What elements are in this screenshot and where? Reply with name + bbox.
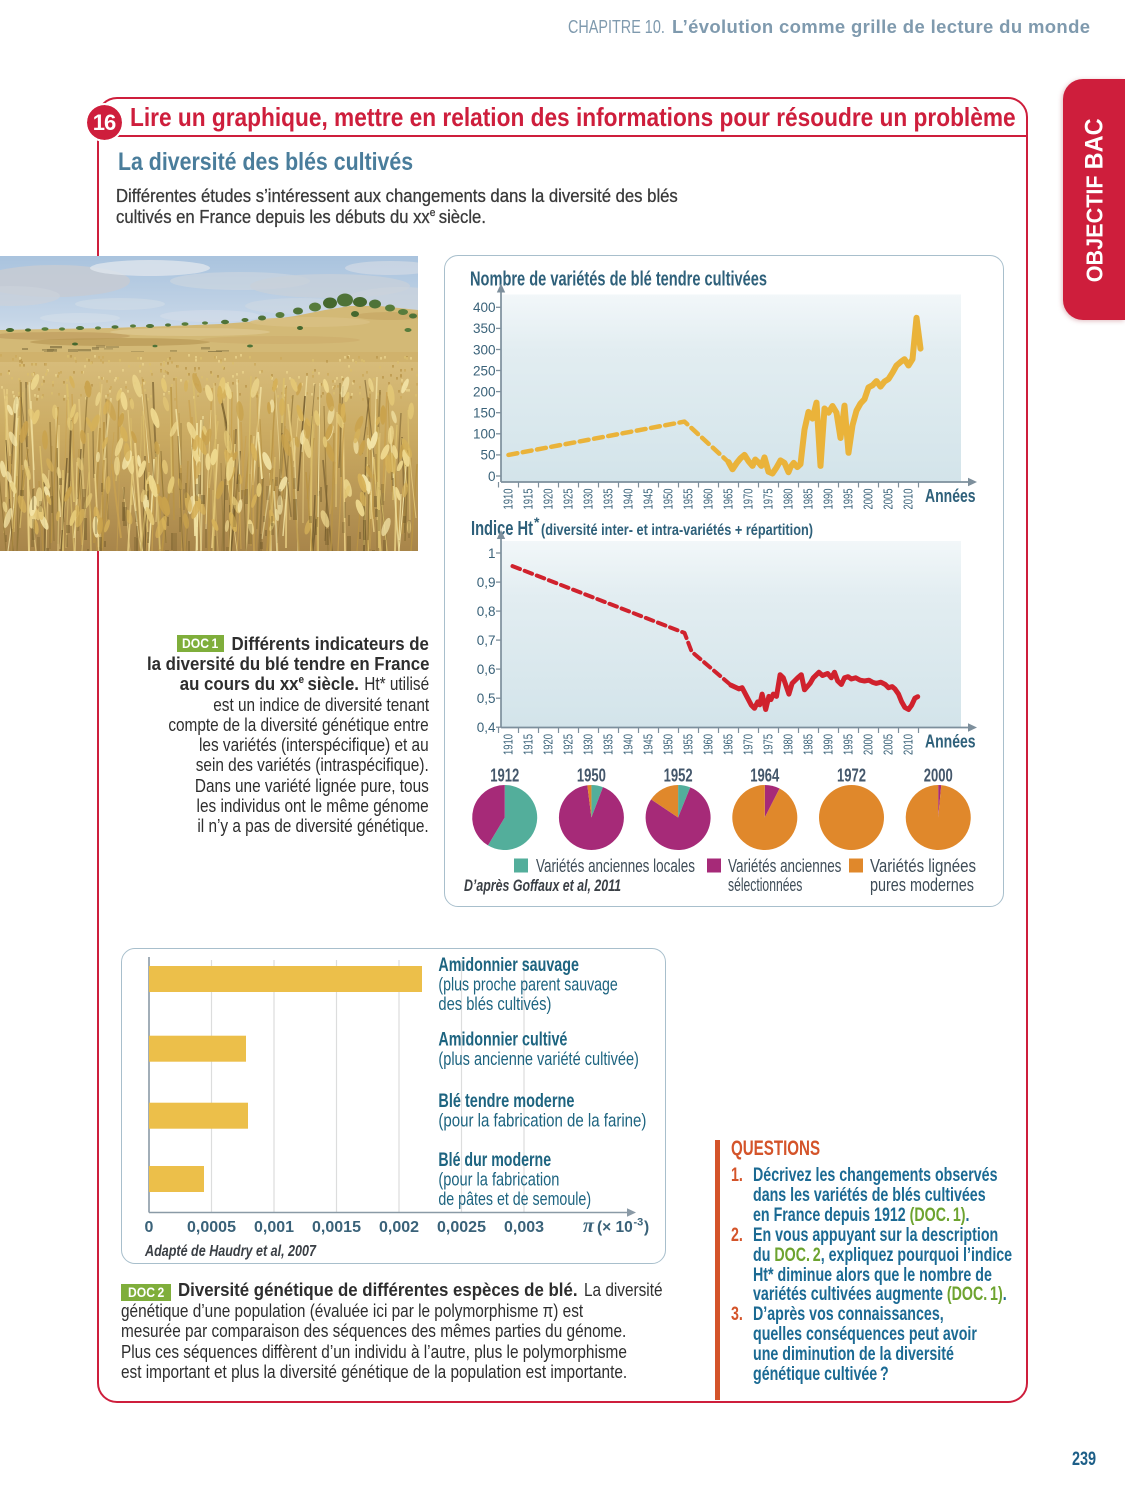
svg-text:1910: 1910: [501, 489, 516, 510]
svg-text:Amidonnier sauvage: Amidonnier sauvage: [438, 955, 579, 976]
svg-text:1950: 1950: [661, 489, 676, 510]
svg-text:2000: 2000: [861, 734, 876, 755]
svg-text:0,8: 0,8: [477, 604, 496, 619]
svg-text:300: 300: [473, 342, 496, 357]
svg-text:1950: 1950: [577, 766, 606, 786]
svg-text:1955: 1955: [681, 489, 696, 510]
svg-text:de pâtes et de semoule): de pâtes et de semoule): [438, 1188, 591, 1209]
svg-text:1950: 1950: [661, 734, 676, 755]
svg-text:1920: 1920: [541, 734, 556, 755]
svg-text:1990: 1990: [821, 734, 836, 755]
svg-text:100: 100: [473, 427, 496, 442]
svg-text:1965: 1965: [721, 734, 736, 755]
svg-text:pures modernes: pures modernes: [870, 874, 974, 895]
svg-text:Variétés anciennes: Variétés anciennes: [728, 855, 841, 876]
svg-text:1925: 1925: [561, 734, 576, 755]
svg-text:1975: 1975: [761, 734, 776, 755]
svg-text:1935: 1935: [601, 489, 616, 510]
svg-text:50: 50: [480, 448, 495, 463]
svg-text:2000: 2000: [861, 489, 876, 510]
svg-text:1945: 1945: [641, 734, 656, 755]
svg-text:0,0025: 0,0025: [437, 1219, 486, 1236]
svg-text:1925: 1925: [561, 489, 576, 510]
svg-text:Blé tendre moderne: Blé tendre moderne: [438, 1091, 574, 1112]
svg-text:0: 0: [145, 1219, 154, 1236]
svg-text:0,002: 0,002: [379, 1219, 419, 1236]
svg-text:0,7: 0,7: [477, 633, 496, 648]
svg-text:*: *: [534, 514, 540, 530]
svg-text:350: 350: [473, 321, 496, 336]
svg-text:1952: 1952: [664, 766, 693, 786]
svg-text:des blés cultivés): des blés cultivés): [438, 993, 551, 1014]
svg-text:1940: 1940: [621, 734, 636, 755]
svg-text:1960: 1960: [701, 734, 716, 755]
svg-text:1955: 1955: [681, 734, 696, 755]
svg-text:1980: 1980: [781, 489, 796, 510]
svg-text:200: 200: [473, 384, 496, 399]
svg-text:π: π: [583, 1215, 595, 1237]
svg-text:Adapté de Haudry et al, 2007: Adapté de Haudry et al, 2007: [144, 1243, 317, 1260]
svg-text:1995: 1995: [841, 734, 856, 755]
svg-text:2005: 2005: [881, 489, 896, 510]
svg-text:0,6: 0,6: [477, 662, 496, 677]
svg-text:(diversité inter- et intra-var: (diversité inter- et intra-variétés + ré…: [541, 522, 813, 539]
svg-text:1940: 1940: [621, 489, 636, 510]
svg-text:D’après Goffaux et al, 2011: D’après Goffaux et al, 2011: [464, 877, 621, 895]
svg-text:Variétés lignées: Variétés lignées: [870, 855, 976, 876]
svg-text:0,0015: 0,0015: [312, 1219, 361, 1236]
svg-text:2005: 2005: [881, 734, 896, 755]
svg-text:(plus proche parent sauvage: (plus proche parent sauvage: [438, 974, 617, 995]
svg-text:0,9: 0,9: [477, 575, 496, 590]
svg-text:0,4: 0,4: [477, 720, 496, 735]
svg-text:1930: 1930: [581, 734, 596, 755]
svg-text:1972: 1972: [837, 766, 866, 786]
svg-text:400: 400: [473, 300, 496, 315]
svg-text:0: 0: [488, 469, 496, 484]
svg-text:0,003: 0,003: [504, 1219, 544, 1236]
svg-text:0,0005: 0,0005: [187, 1219, 236, 1236]
svg-text:Variétés anciennes locales: Variétés anciennes locales: [536, 855, 695, 876]
svg-text:1912: 1912: [490, 766, 519, 786]
svg-text:1985: 1985: [801, 489, 816, 510]
svg-text:1960: 1960: [701, 489, 716, 510]
svg-text:2010: 2010: [901, 489, 916, 510]
svg-text:1965: 1965: [721, 489, 736, 510]
svg-text:Blé dur moderne: Blé dur moderne: [438, 1150, 551, 1171]
svg-text:1920: 1920: [541, 489, 556, 510]
svg-text:1: 1: [488, 546, 496, 561]
svg-text:0,001: 0,001: [254, 1219, 294, 1236]
svg-text:1930: 1930: [581, 489, 596, 510]
svg-text:Nombre de variétés de blé tend: Nombre de variétés de blé tendre cultivé…: [470, 269, 767, 291]
svg-text:(pour la fabrication: (pour la fabrication: [438, 1169, 559, 1190]
svg-text:1935: 1935: [601, 734, 616, 755]
svg-text:sélectionnées: sélectionnées: [728, 874, 802, 895]
svg-text:2000: 2000: [924, 766, 953, 786]
svg-text:Années: Années: [925, 485, 976, 506]
svg-text:150: 150: [473, 406, 496, 421]
svg-text:1980: 1980: [781, 734, 796, 755]
svg-text:1945: 1945: [641, 489, 656, 510]
svg-text:1970: 1970: [741, 489, 756, 510]
svg-text:1915: 1915: [521, 734, 536, 755]
svg-text:1985: 1985: [801, 734, 816, 755]
svg-text:1964: 1964: [750, 766, 779, 786]
svg-text:0,5: 0,5: [477, 691, 496, 706]
svg-text:Amidonnier cultivé: Amidonnier cultivé: [438, 1030, 567, 1051]
svg-text:(pour la fabrication de la far: (pour la fabrication de la farine): [438, 1110, 646, 1131]
svg-text:Années: Années: [925, 731, 976, 752]
svg-text:1975: 1975: [761, 489, 776, 510]
svg-text:Indice Ht: Indice Ht: [471, 518, 533, 540]
svg-text:): ): [644, 1219, 649, 1236]
svg-text:1910: 1910: [501, 734, 516, 755]
svg-text:1970: 1970: [741, 734, 756, 755]
svg-text:1990: 1990: [821, 489, 836, 510]
svg-text:(plus ancienne variété cultivé: (plus ancienne variété cultivée): [438, 1048, 639, 1069]
svg-text:-3: -3: [634, 1217, 644, 1229]
svg-text:250: 250: [473, 363, 496, 378]
svg-text:2010: 2010: [901, 734, 916, 755]
svg-text:(× 10: (× 10: [597, 1219, 633, 1236]
svg-text:1995: 1995: [841, 489, 856, 510]
svg-text:1915: 1915: [521, 489, 536, 510]
